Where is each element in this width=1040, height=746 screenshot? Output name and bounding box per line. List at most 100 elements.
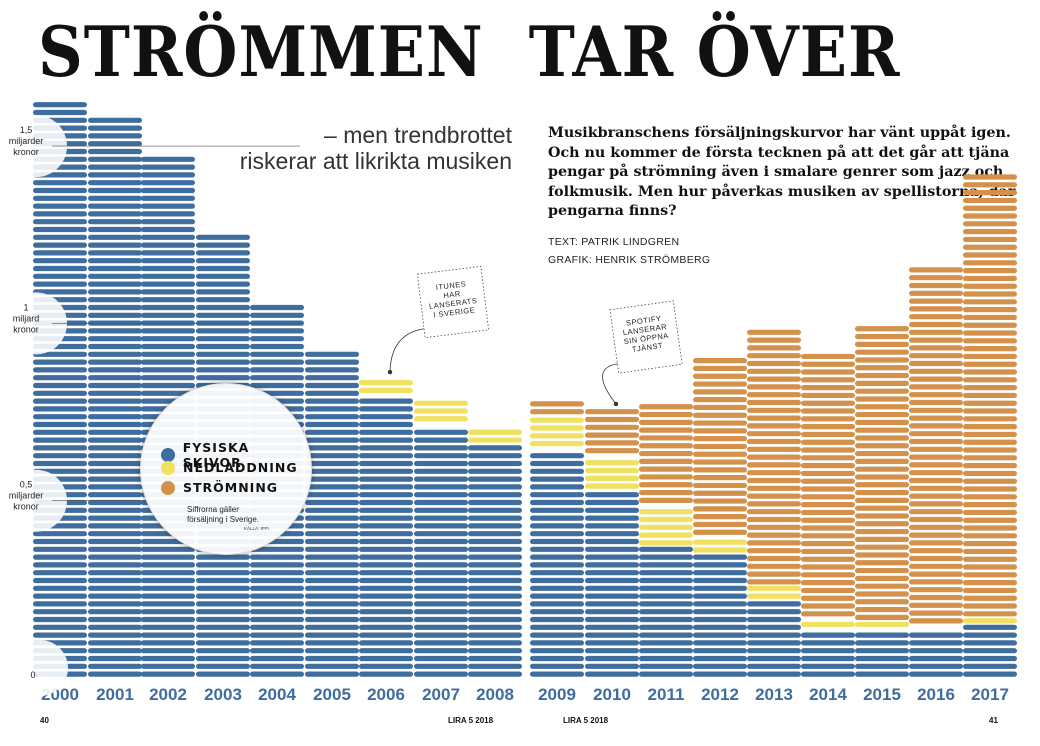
bar-stripe: [88, 336, 142, 342]
bar-stripe: [963, 385, 1017, 391]
bar-stripe: [963, 338, 1017, 344]
bar-stripe: [141, 195, 195, 201]
bar-stripe: [88, 655, 142, 662]
bar-stripe: [88, 429, 142, 435]
bar-stripe: [963, 408, 1017, 414]
bar-stripe: [639, 435, 693, 441]
bar-stripe: [359, 387, 413, 394]
bar-stripe: [801, 463, 855, 469]
bar-stripe: [250, 616, 304, 623]
bar-stripe: [909, 384, 963, 390]
y-tick-1-5-bubble: [5, 115, 67, 178]
bar-stripe: [855, 357, 909, 363]
bar-stripe: [88, 234, 142, 240]
bar-stripe: [639, 411, 693, 418]
bar-stripe: [305, 601, 359, 607]
bar-stripe: [909, 282, 963, 289]
bar-stripe: [196, 351, 250, 357]
magazine-label-left: LIRA 5 2018: [448, 716, 494, 725]
bar-stripe: [855, 655, 909, 662]
bar-stripe: [909, 368, 963, 374]
bar-stripe: [414, 570, 468, 576]
bar-stripe: [141, 632, 195, 638]
bar-stripe: [414, 468, 468, 474]
bar-stripe: [196, 289, 250, 295]
bar-stripe: [141, 577, 195, 584]
bar-stripe: [196, 359, 250, 365]
bar-stripe: [141, 156, 195, 162]
bar-segment-nedladdning-2011: [639, 509, 693, 546]
bar-stripe: [639, 450, 693, 457]
bar-stripe: [909, 321, 963, 328]
bar-stripe: [801, 640, 855, 646]
bar-stripe: [855, 648, 909, 654]
bar-stripe: [359, 655, 413, 662]
bar-stripe: [250, 554, 304, 560]
bar-stripe: [855, 621, 909, 628]
bar-stripe: [88, 156, 142, 162]
bar-stripe: [359, 609, 413, 615]
bar-stripe: [33, 398, 87, 404]
bar-stripe: [530, 609, 584, 615]
x-tick-label-2015: 2015: [863, 685, 901, 704]
bar-stripe: [88, 164, 142, 170]
legend-label-stromning: STRÖMNING: [183, 480, 279, 495]
bar-stripe: [747, 601, 801, 607]
bar-segment-stromning-2015: [855, 326, 909, 620]
bar-stripe: [909, 548, 963, 554]
bar-stripe: [305, 562, 359, 568]
bar-stripe: [639, 632, 693, 638]
bar-stripe: [801, 509, 855, 516]
bar-stripe: [747, 501, 801, 507]
subtitle: – men trendbrottet riskerar att likrikta…: [240, 122, 512, 174]
annotation-2010-frame: [609, 300, 683, 374]
bar-stripe: [468, 655, 522, 662]
bar-segment-fysiska-skivor-2001: [88, 117, 142, 677]
bar-stripe: [693, 358, 747, 364]
bar-stripe: [88, 453, 142, 459]
bar-stripe: [359, 523, 413, 529]
bar-stripe: [250, 655, 304, 662]
bar-stripe: [963, 624, 1017, 630]
bar-segment-nedladdning-2007: [414, 400, 468, 422]
bar-stripe: [855, 505, 909, 511]
bar-stripe: [530, 655, 584, 662]
bar-stripe: [585, 492, 639, 498]
bar-stripe: [855, 365, 909, 371]
bar-stripe: [33, 219, 87, 225]
bar-segment-stromning-2013: [747, 329, 801, 585]
bar-stripe: [855, 372, 909, 379]
bar-stripe: [88, 570, 142, 576]
bar-stripe: [909, 446, 963, 452]
bar-stripe: [141, 328, 195, 334]
bar-segment-stromning-2011: [639, 404, 693, 503]
bar-stripe: [963, 283, 1017, 289]
y-tick-line: 1,5: [20, 125, 33, 135]
bar-stripe: [414, 531, 468, 537]
bar-stripe: [530, 585, 584, 591]
bar-stripe: [855, 606, 909, 613]
bar-stripe: [196, 671, 250, 677]
bar-stripe: [88, 343, 142, 350]
bar-stripe: [801, 447, 855, 453]
annotation-2006-text: ITUNESHARLANSERATSI SVERIGE: [426, 278, 479, 320]
bar-stripe: [747, 655, 801, 662]
bar-stripe: [196, 562, 250, 568]
bar-stripe: [963, 470, 1017, 477]
bar-stripe: [305, 538, 359, 545]
x-tick-label-2014: 2014: [809, 685, 847, 704]
bar-stripe: [305, 577, 359, 584]
bar-stripe: [639, 577, 693, 584]
bar-stripe: [33, 570, 87, 576]
bar-stripe: [250, 632, 304, 638]
bar-stripe: [585, 507, 639, 513]
bar-stripe: [801, 455, 855, 461]
bar-stripe: [909, 454, 963, 460]
y-tick-line: kronor: [13, 147, 39, 157]
bar-stripe: [909, 555, 963, 562]
bar-stripe: [747, 648, 801, 654]
bar-stripe: [414, 437, 468, 443]
bar-stripe: [88, 624, 142, 630]
bar-stripe: [747, 337, 801, 343]
bar-stripe: [88, 538, 142, 545]
